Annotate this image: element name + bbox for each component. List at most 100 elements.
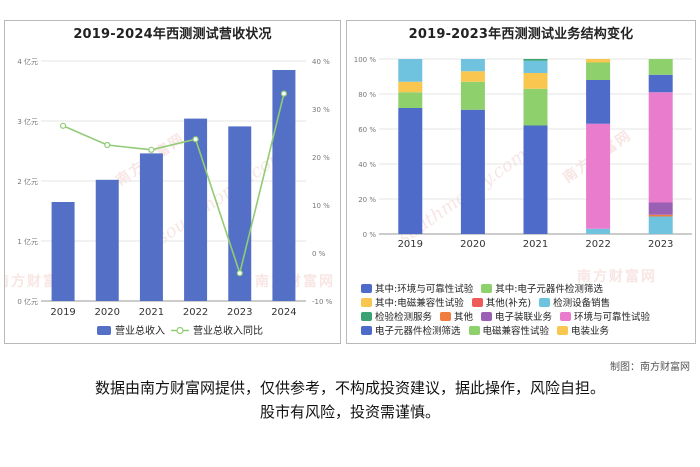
chart-credit: 制图：南方财富网 xyxy=(610,362,690,373)
chart-legend: 其中:环境与可靠性试验 其中:电子元器件检测筛选 其中:电磁兼容性试验 其他(补充) 检… xyxy=(361,281,658,337)
x-tick-label: 2019 xyxy=(398,239,423,250)
business-structure-svg: 0 % 20 % 40 % 60 % 80 % 100 % 2019 2020 2021 2022… xyxy=(354,56,692,250)
legend-swatch xyxy=(361,297,372,307)
legend-swatch xyxy=(481,283,493,293)
x-tick-label: 2019 xyxy=(50,307,75,318)
legend-label: 检测设备销售 xyxy=(553,298,611,309)
legend-item: 检验检测服务 xyxy=(361,309,432,323)
legend-item: 电子装联业务 xyxy=(481,309,552,323)
legend-item: 其他 xyxy=(440,309,473,323)
stacked-bar-segment xyxy=(586,59,611,63)
legend-label: 其中:电子元器件检测筛选 xyxy=(495,284,603,295)
legend-row: 其中:电磁兼容性试验 其他(补充) 检测设备销售 xyxy=(361,295,658,309)
revenue-bar xyxy=(51,202,75,301)
x-tick-label: 2024 xyxy=(271,307,296,318)
y2-tick-label: -10 % xyxy=(312,298,333,306)
y-tick-label: 2 亿元 xyxy=(17,177,38,186)
yoy-point xyxy=(236,270,243,277)
y-tick-label: 4 亿元 xyxy=(17,57,38,66)
legend-swatch xyxy=(361,325,372,335)
y-tick-label: 1 亿元 xyxy=(17,237,38,246)
legend-row: 其中:环境与可靠性试验 其中:电子元器件检测筛选 xyxy=(361,281,658,295)
legend-label: 营业总收入同比 xyxy=(193,324,263,337)
legend-item: 电磁兼容性试验 xyxy=(468,323,549,337)
revenue-bar xyxy=(184,118,208,301)
legend-label: 检验检测服务 xyxy=(375,312,433,323)
revenue-bar xyxy=(95,179,119,301)
x-tick-label: 2022 xyxy=(183,307,208,318)
stacked-bar-segment xyxy=(398,108,423,234)
yoy-point xyxy=(104,141,111,149)
yoy-point xyxy=(192,136,199,143)
legend-row: 检验检测服务 其他 电子装联业务 环境与可靠性试验 xyxy=(361,309,658,323)
yoy-point xyxy=(59,122,67,129)
stacked-bar-segment xyxy=(398,59,423,82)
legend-item: 检测设备销售 xyxy=(539,295,610,309)
stacked-bar-segment xyxy=(648,59,673,75)
stacked-bar-segment xyxy=(648,202,673,215)
legend-label: 其中:电磁兼容性试验 xyxy=(375,298,464,309)
y2-tick-label: 20 % xyxy=(312,154,330,162)
stacked-bar-segment xyxy=(523,125,548,234)
stacked-bar-segment xyxy=(648,214,673,217)
y2-tick-label: 10 % xyxy=(312,202,330,210)
stacked-bar-segment xyxy=(460,109,485,234)
legend-item: 其他(补充) xyxy=(471,295,532,309)
business-structure-panel: 南方财富网 southmoney.com 南方财富网 2019-2023年西测测… xyxy=(346,20,696,344)
y2-tick-label: 30 % xyxy=(312,106,330,114)
stacked-bar-segment xyxy=(586,62,611,80)
y-tick-label: 20 % xyxy=(358,196,376,204)
legend-item: 电子元器件检测筛选 xyxy=(361,323,461,337)
legend-swatch xyxy=(361,283,372,293)
chart-title: 2019-2024年西测测试营收状况 xyxy=(73,27,272,42)
legend-swatch xyxy=(471,297,483,307)
legend-label: 其他 xyxy=(454,312,474,323)
chart-title: 2019-2023年西测测试业务结构变化 xyxy=(408,27,634,42)
disclaimer-line: 股市有风险，投资需谨慎。 xyxy=(259,403,440,421)
legend-label: 电子元器件检测筛选 xyxy=(375,326,461,337)
stacked-bar-segment xyxy=(398,81,423,93)
y-tick-label: 40 % xyxy=(358,161,376,169)
legend-swatch xyxy=(560,311,572,321)
legend-row: 电子元器件检测筛选 电磁兼容性试验 电装业务 xyxy=(361,323,658,337)
disclaimer-line: 数据由南方财富网提供，仅供参考，不构成投资建议，据此操作，风险自担。 xyxy=(94,379,605,397)
x-tick-label: 2021 xyxy=(139,307,164,318)
y-tick-label: 3 亿元 xyxy=(17,117,38,126)
stacked-bar-segment xyxy=(460,71,485,82)
legend-item: 环境与可靠性试验 xyxy=(560,309,650,323)
x-tick-label: 2022 xyxy=(585,239,610,250)
x-tick-label: 2021 xyxy=(523,239,548,250)
revenue-bar xyxy=(272,70,296,301)
y-tick-label: 100 % xyxy=(354,56,377,64)
x-tick-label: 2023 xyxy=(648,239,673,250)
legend-swatch xyxy=(539,297,551,307)
legend-swatch xyxy=(468,325,480,335)
legend-label: 其中:环境与可靠性试验 xyxy=(375,284,474,295)
legend-item: 电装业务 xyxy=(557,323,609,337)
y2-tick-label: 0 % xyxy=(312,250,326,258)
legend-item: 其中:电磁兼容性试验 xyxy=(361,295,464,309)
legend-swatch xyxy=(557,325,569,335)
stacked-bar-segment xyxy=(523,59,548,61)
disclaimer: 数据由南方财富网提供，仅供参考，不构成投资建议，据此操作，风险自担。 股市有风险… xyxy=(0,376,700,424)
legend-swatch xyxy=(361,311,372,321)
y-tick-label: 0 亿元 xyxy=(17,297,38,306)
y-tick-label: 60 % xyxy=(358,126,376,134)
legend-swatch xyxy=(97,326,111,335)
y-tick-label: 80 % xyxy=(358,91,376,99)
revenue-chart-panel: 南方财富网 southmoney.com 南方财富网 南方财富网 2019-20… xyxy=(4,20,341,344)
revenue-bar xyxy=(139,153,163,301)
stacked-bar-segment xyxy=(460,81,485,110)
x-tick-label: 2020 xyxy=(95,307,120,318)
yoy-line xyxy=(62,93,285,277)
stacked-bar-segment xyxy=(523,73,548,89)
stacked-bar-segment xyxy=(523,88,548,126)
yoy-point xyxy=(280,90,288,97)
stacked-bar-segment xyxy=(586,228,611,234)
legend-swatch xyxy=(440,311,452,321)
stacked-bar-segment xyxy=(648,92,673,203)
legend-label: 其他(补充) xyxy=(485,298,532,309)
stacked-bar-segment xyxy=(460,59,485,72)
legend-swatch xyxy=(481,311,493,321)
legend-swatch xyxy=(176,326,184,335)
